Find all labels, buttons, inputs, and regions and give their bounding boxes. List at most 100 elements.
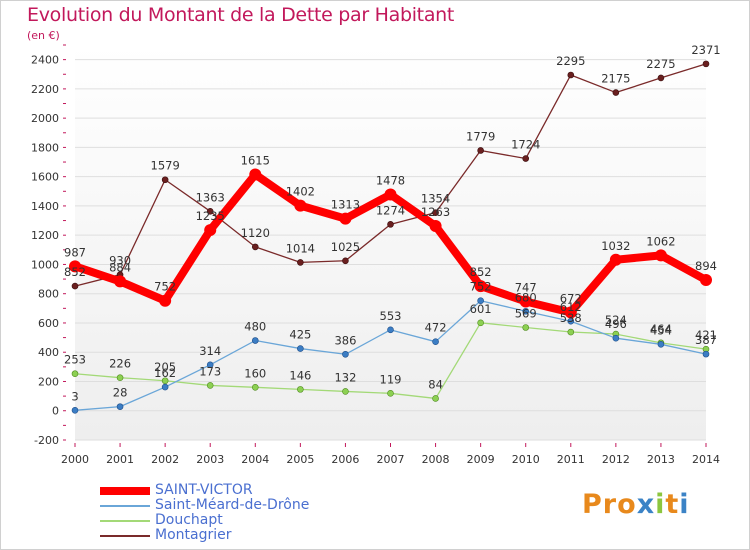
y-tick-label: 800	[38, 288, 59, 301]
data-point-montagrier	[612, 89, 620, 96]
data-label-montagrier: 2175	[601, 72, 630, 86]
data-point-saint-meard	[522, 307, 530, 315]
y-tick-label: 600	[38, 317, 59, 330]
y-tick-label: 2400	[31, 54, 59, 67]
legend-item-saint-victor: SAINT-VICTOR	[100, 482, 400, 499]
y-tick-label: 1000	[31, 258, 59, 271]
data-label-saint-meard: 472	[425, 321, 447, 335]
data-point-saint-meard	[297, 345, 304, 352]
data-label-saint-meard: 386	[334, 333, 356, 347]
data-label-montagrier: 1363	[196, 190, 225, 204]
data-point-saint-victor	[564, 306, 577, 319]
data-label-saint-meard: 454	[650, 323, 672, 337]
data-point-saint-victor	[700, 273, 712, 286]
data-label-douchapt: 421	[695, 328, 717, 342]
data-point-montagrier	[71, 282, 79, 290]
data-point-saint-meard	[71, 407, 79, 414]
data-point-douchapt	[432, 395, 439, 402]
grid-layer	[75, 45, 706, 441]
data-label-saint-victor: 752	[154, 280, 176, 294]
data-label-douchapt: 119	[380, 372, 402, 386]
data-point-montagrier	[477, 147, 484, 154]
legend-swatch-douchapt	[100, 520, 150, 522]
data-label-saint-meard: 680	[515, 290, 537, 304]
plot-background	[75, 45, 706, 440]
data-label-douchapt: 205	[154, 360, 176, 374]
data-point-montagrier	[387, 221, 394, 228]
data-point-douchapt	[342, 388, 349, 395]
data-label-saint-meard: 553	[380, 309, 402, 323]
x-tick-label: 2005	[286, 453, 314, 466]
data-label-saint-meard: 314	[199, 344, 221, 358]
data-label-saint-victor: 1478	[376, 174, 405, 188]
series-layer	[69, 60, 712, 414]
data-label-montagrier: 1120	[241, 226, 270, 240]
data-label-montagrier: 2371	[691, 43, 720, 57]
data-label-douchapt: 464	[650, 322, 672, 336]
data-label-saint-meard: 425	[289, 328, 311, 342]
data-point-saint-victor	[204, 224, 217, 237]
data-point-douchapt	[567, 328, 575, 336]
data-point-saint-meard	[342, 350, 349, 358]
line-chart: -200 0 200 400 600 800 1000 1200 1400 1600 1800 200…	[31, 43, 721, 466]
data-point-saint-victor	[654, 249, 667, 262]
data-label-douchapt: 173	[199, 364, 221, 378]
data-label-saint-victor: 1615	[241, 153, 270, 167]
data-label-saint-victor: 1062	[646, 234, 675, 248]
data-point-saint-meard	[387, 326, 394, 334]
legend-swatch-saint-victor	[100, 487, 150, 495]
data-label-montagrier: 2275	[646, 57, 675, 71]
data-label-saint-victor: 1263	[421, 205, 450, 219]
legend-swatch-montagrier	[100, 535, 150, 537]
x-tick-label: 2000	[61, 453, 89, 466]
data-label-saint-meard: 162	[154, 366, 176, 380]
data-label-saint-meard: 480	[244, 320, 266, 334]
x-tick-label: 2002	[151, 453, 179, 466]
data-point-saint-meard	[251, 337, 259, 344]
data-label-montagrier: 1025	[331, 240, 360, 254]
x-tick-label: 2008	[422, 453, 450, 466]
data-point-saint-meard	[612, 334, 620, 342]
data-label-saint-meard: 612	[560, 300, 582, 314]
data-label-saint-victor: 1032	[601, 239, 630, 253]
data-point-saint-meard	[206, 361, 214, 369]
x-tick-label: 2010	[512, 453, 540, 466]
legend-label-saint-victor: SAINT-VICTOR	[155, 482, 253, 498]
data-point-saint-victor	[159, 294, 172, 307]
y-tick-label: 1600	[31, 171, 59, 184]
data-point-douchapt	[251, 384, 259, 391]
data-label-montagrier: 1354	[421, 192, 450, 206]
legend-item-saint-meard: Saint-Méard-de-Drône	[100, 498, 400, 514]
data-point-montagrier	[206, 208, 214, 215]
legend: SAINT-VICTOR Saint-Méard-de-Drône Doucha…	[100, 482, 400, 544]
data-point-douchapt	[71, 370, 79, 378]
data-label-douchapt: 160	[244, 366, 266, 380]
data-point-montagrier	[251, 243, 259, 251]
data-point-douchapt	[522, 324, 530, 331]
data-label-saint-meard: 752	[470, 280, 492, 294]
data-point-saint-victor	[384, 188, 397, 201]
data-point-saint-victor	[114, 275, 127, 288]
data-label-douchapt: 253	[64, 353, 86, 367]
x-tick-label: 2012	[602, 453, 630, 466]
data-point-saint-victor	[609, 253, 622, 266]
data-point-saint-victor	[474, 280, 487, 293]
data-point-saint-victor	[519, 295, 532, 308]
data-label-montagrier: 1274	[376, 203, 405, 217]
x-tick-label: 2006	[331, 453, 359, 466]
y-tick-label: 1800	[31, 141, 59, 154]
data-label-saint-meard: 28	[113, 386, 128, 400]
data-label-montagrier: 2295	[556, 54, 585, 68]
legend-item-douchapt: Douchapt	[100, 513, 400, 529]
axis-layer: -200 0 200 400 600 800 1000 1200 1400 1600 1800 200…	[31, 44, 720, 466]
data-point-douchapt	[477, 319, 484, 327]
y-tick-label: 2000	[31, 112, 59, 125]
data-label-douchapt: 132	[334, 370, 356, 384]
data-label-douchapt: 84	[428, 377, 443, 391]
data-point-saint-meard	[477, 297, 484, 305]
x-tick-label: 2009	[467, 453, 495, 466]
data-label-saint-victor: 747	[515, 280, 537, 294]
data-label-douchapt: 146	[289, 368, 311, 382]
data-point-saint-victor	[69, 260, 81, 273]
legend-label-montagrier: Montagrier	[155, 527, 232, 543]
